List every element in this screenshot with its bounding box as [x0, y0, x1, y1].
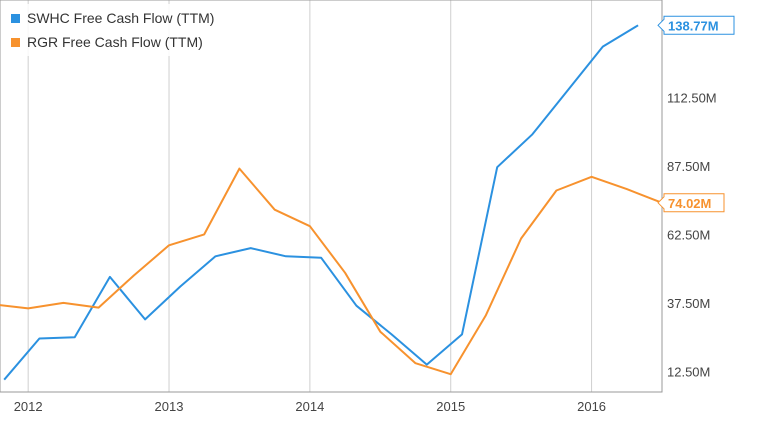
legend-label-0: SWHC Free Cash Flow (TTM)	[27, 10, 214, 26]
x-axis-ticks: 2012 2013 2014 2015 2016	[14, 399, 606, 414]
y-tick-label: 112.50M	[667, 90, 717, 105]
x-tick-label: 2013	[155, 399, 184, 414]
legend-label-1: RGR Free Cash Flow (TTM)	[27, 34, 203, 50]
legend-swatch-0	[11, 14, 20, 23]
end-label-box-1	[657, 193, 725, 213]
end-value-label-1: 74.02M	[668, 196, 711, 211]
end-label-box-0	[657, 15, 735, 35]
y-tick-label: 37.50M	[667, 296, 710, 311]
legend-swatch-1	[11, 38, 20, 47]
series-line-0	[3, 24, 639, 381]
x-tick-label: 2015	[436, 399, 465, 414]
gridlines	[27, 0, 593, 392]
series-line-1	[0, 167, 663, 376]
x-tick-label: 2012	[14, 399, 43, 414]
plot-area-border	[0, 0, 663, 393]
series-end-labels: 138.77M 74.02M	[657, 15, 735, 213]
series-lines	[0, 24, 663, 381]
end-value-label-0: 138.77M	[668, 18, 719, 33]
y-axis-ticks: 12.50M 37.50M 62.50M 87.50M 112.50M	[667, 90, 717, 379]
y-tick-label: 62.50M	[667, 227, 710, 242]
x-tick-label: 2014	[295, 399, 324, 414]
y-tick-label: 87.50M	[667, 159, 710, 174]
legend: SWHC Free Cash Flow (TTM) RGR Free Cash F…	[4, 4, 266, 56]
x-tick-label: 2016	[577, 399, 606, 414]
y-tick-label: 12.50M	[667, 364, 710, 379]
legend-background	[4, 4, 266, 56]
